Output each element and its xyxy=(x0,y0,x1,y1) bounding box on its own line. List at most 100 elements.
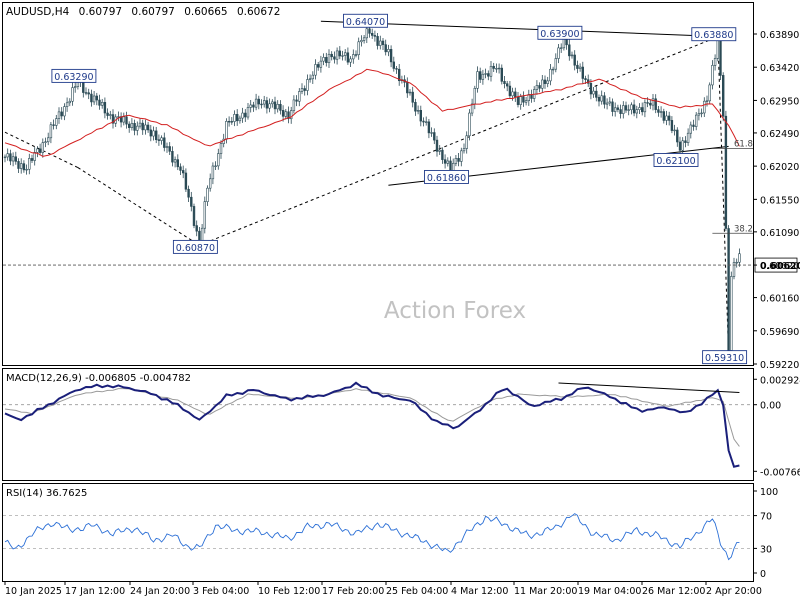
candlestick xyxy=(149,124,152,142)
candle-body xyxy=(738,253,741,263)
candlestick xyxy=(279,100,282,115)
candle-body xyxy=(473,88,476,105)
candle-body xyxy=(595,90,598,98)
candle-body xyxy=(427,121,431,134)
candle-body xyxy=(711,65,714,86)
candlestick xyxy=(28,153,31,175)
candle-body xyxy=(554,58,558,70)
candlestick xyxy=(546,76,549,88)
candle-body xyxy=(559,47,563,49)
candlestick xyxy=(33,147,36,166)
candle-body xyxy=(46,137,50,143)
candlestick xyxy=(424,116,428,126)
candle-body xyxy=(735,261,738,264)
macd-tick-label: 0.002924 xyxy=(760,375,800,386)
candle-body xyxy=(6,153,9,158)
candlestick xyxy=(457,153,460,167)
candle-body xyxy=(611,101,614,112)
candle-body xyxy=(414,101,417,112)
candle-body xyxy=(703,100,706,114)
candle-body xyxy=(349,58,352,63)
candle-body xyxy=(535,85,539,90)
candlestick xyxy=(570,51,574,59)
candlestick xyxy=(25,164,28,175)
candle-body xyxy=(519,96,522,105)
candle-body xyxy=(322,57,325,62)
price-tick-label: 0.60160 xyxy=(760,294,799,305)
candlestick xyxy=(670,116,674,134)
candlestick xyxy=(373,30,377,42)
swing-label-text: 0.63880 xyxy=(694,30,733,41)
candle-body xyxy=(489,65,493,77)
candlestick xyxy=(306,74,309,96)
swing-label-text: 0.60870 xyxy=(176,243,215,254)
candlestick xyxy=(138,118,142,129)
candlestick xyxy=(622,101,625,119)
candle-body xyxy=(357,41,360,56)
candle-body xyxy=(419,110,422,122)
candle-body xyxy=(57,111,61,119)
candlestick xyxy=(3,154,7,163)
candle-body xyxy=(500,67,503,82)
time-tick-label: 26 Mar 12:00 xyxy=(642,586,705,597)
candle-body xyxy=(667,115,671,121)
swing-label: 0.63900 xyxy=(537,25,583,40)
candlestick xyxy=(430,127,433,137)
candlestick xyxy=(141,119,144,135)
candle-body xyxy=(522,96,525,103)
candle-body xyxy=(146,124,150,131)
candlestick xyxy=(397,64,401,86)
candle-body xyxy=(435,139,439,152)
candlestick xyxy=(49,121,53,144)
candlestick xyxy=(516,91,520,108)
candlestick xyxy=(689,121,693,139)
candlestick xyxy=(719,35,722,81)
candle-body xyxy=(640,107,644,113)
close-value: 0.60672 xyxy=(237,6,280,18)
candlestick xyxy=(651,93,655,111)
candlestick xyxy=(735,258,738,268)
candlestick xyxy=(468,109,471,141)
candle-body xyxy=(106,112,109,116)
candle-body xyxy=(52,124,55,126)
candle-body xyxy=(71,87,74,102)
rsi-label: RSI(14) 36.7625 xyxy=(6,488,87,499)
candlestick xyxy=(495,63,498,73)
candlestick xyxy=(592,86,595,98)
candle-body xyxy=(171,151,174,163)
candlestick xyxy=(484,68,487,79)
candle-body xyxy=(716,40,720,59)
candlestick xyxy=(211,162,215,185)
candle-body xyxy=(721,75,725,117)
candle-body xyxy=(254,98,258,108)
candle-body xyxy=(276,104,279,110)
symbol-header: AUDUSD,H4 0.60797 0.60797 0.60665 0.6067… xyxy=(6,6,280,18)
candlestick xyxy=(262,95,266,108)
candle-body xyxy=(430,132,433,134)
candlestick xyxy=(684,136,687,148)
candlestick xyxy=(611,98,614,117)
candle-body xyxy=(497,67,501,70)
candlestick xyxy=(481,69,485,85)
time-tick-label: 4 Mar 12:00 xyxy=(451,586,508,597)
candle-body xyxy=(300,88,304,92)
candlestick xyxy=(268,98,271,113)
time-tick-label: 25 Feb 04:00 xyxy=(386,586,448,597)
time-tick-label: 11 Mar 20:00 xyxy=(514,586,577,597)
candlestick xyxy=(335,47,339,65)
candlestick xyxy=(249,99,252,113)
candle-body xyxy=(184,172,188,190)
candle-body xyxy=(109,114,112,116)
candlestick xyxy=(595,86,598,102)
candle-body xyxy=(605,102,609,105)
candle-body xyxy=(176,159,179,168)
swing-label-box xyxy=(424,169,469,184)
candle-body xyxy=(360,40,363,43)
candlestick xyxy=(673,124,676,136)
candle-body xyxy=(284,111,287,117)
candlestick xyxy=(603,92,606,109)
candlestick xyxy=(103,97,107,119)
candlestick xyxy=(187,185,190,203)
candle-body xyxy=(130,123,134,128)
candle-body xyxy=(503,81,506,84)
